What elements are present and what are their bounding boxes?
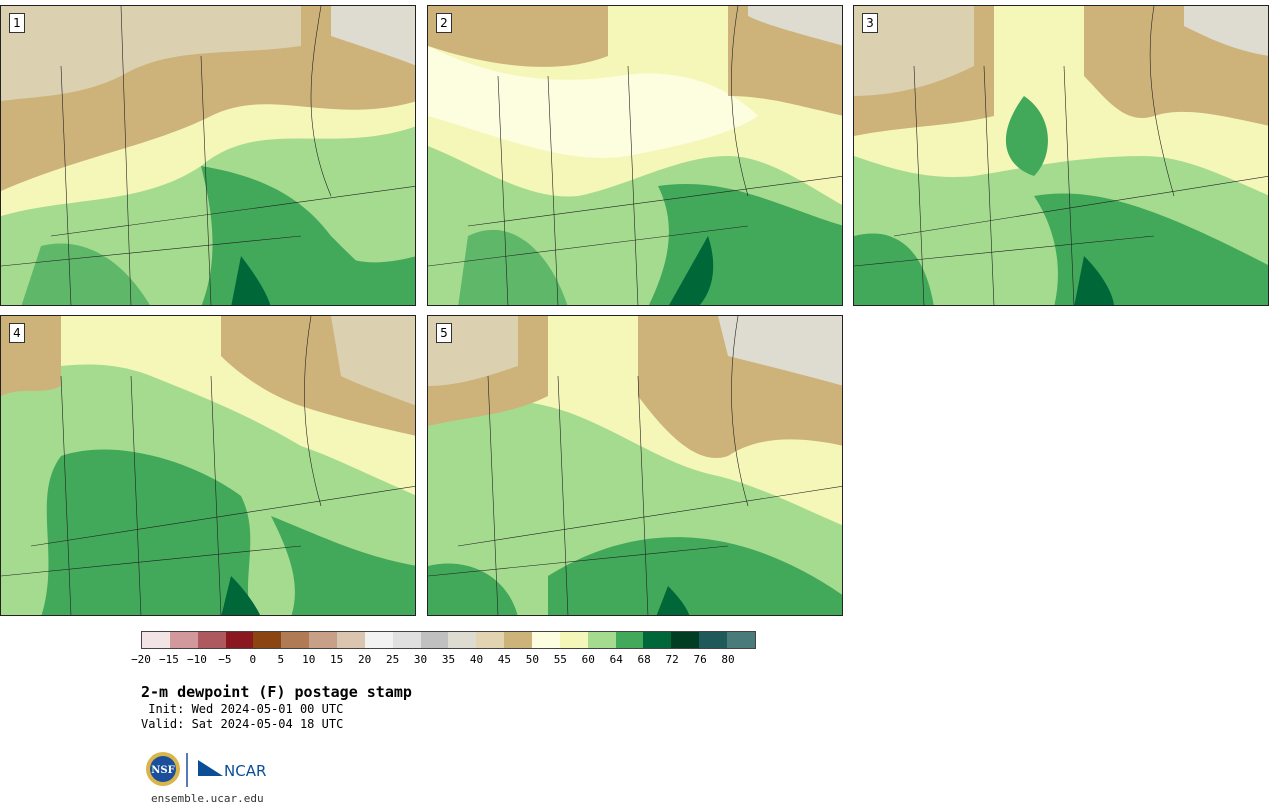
map-image-2 bbox=[428, 6, 842, 305]
colorbar-swatch bbox=[169, 632, 198, 648]
colorbar-swatch bbox=[587, 632, 616, 648]
colorbar-swatch bbox=[532, 632, 560, 648]
colorbar-tick-label: 30 bbox=[413, 653, 428, 666]
colorbar-tick-label: 40 bbox=[469, 653, 484, 666]
ncar-logo-text: NCAR bbox=[224, 762, 266, 780]
colorbar-swatch bbox=[309, 632, 338, 648]
panel-label: 1 bbox=[9, 13, 25, 33]
colorbar-tick-label: 76 bbox=[693, 653, 707, 666]
colorbar-tick-label: 50 bbox=[525, 653, 539, 666]
colorbar-swatch bbox=[281, 632, 310, 648]
colorbar-swatch bbox=[225, 632, 254, 648]
colorbar-tick-label: 68 bbox=[637, 653, 651, 666]
colorbar-tick-label: 72 bbox=[665, 653, 679, 666]
colorbar-tick-label: −15 bbox=[159, 653, 179, 666]
colorbar-tick-label: 0 bbox=[249, 653, 257, 666]
logos: NSF NCAR bbox=[145, 750, 275, 790]
panel-label: 5 bbox=[436, 323, 452, 343]
colorbar-swatch bbox=[253, 632, 282, 648]
colorbar-swatch bbox=[504, 632, 533, 648]
map-image-4 bbox=[1, 316, 415, 615]
colorbar bbox=[141, 631, 756, 649]
logo-graphic: NSF NCAR bbox=[146, 752, 266, 787]
colorbar-swatch bbox=[699, 632, 728, 648]
colorbar-swatch bbox=[727, 632, 755, 648]
colorbar-swatch bbox=[337, 632, 365, 648]
colorbar-swatch bbox=[448, 632, 477, 648]
colorbar-tick-label: 60 bbox=[581, 653, 595, 666]
colorbar-tick-label: 55 bbox=[553, 653, 567, 666]
map-panel-2: 2 bbox=[427, 5, 843, 306]
colorbar-swatch bbox=[559, 632, 588, 648]
panel-label: 3 bbox=[862, 13, 878, 33]
colorbar-tick-label: 35 bbox=[441, 653, 456, 666]
colorbar-tick-label: 5 bbox=[277, 653, 285, 666]
map-panel-4: 4 bbox=[0, 315, 416, 616]
colorbar-swatch bbox=[197, 632, 226, 648]
colorbar-tick-label: −10 bbox=[186, 653, 207, 666]
valid-time: Valid: Sat 2024-05-04 18 UTC bbox=[141, 717, 344, 731]
colorbar-tick-label: 25 bbox=[385, 653, 400, 666]
nsf-logo: NSF bbox=[146, 752, 180, 786]
colorbar-tick-label: 64 bbox=[609, 653, 623, 666]
colorbar-swatch bbox=[392, 632, 421, 648]
site-url: ensemble.ucar.edu bbox=[151, 792, 264, 805]
colorbar-tick-label: 20 bbox=[358, 653, 372, 666]
colorbar-tick-label: 10 bbox=[302, 653, 316, 666]
page-title: 2-m dewpoint (F) postage stamp bbox=[141, 683, 412, 701]
colorbar-swatch bbox=[671, 632, 700, 648]
panel-label: 2 bbox=[436, 13, 452, 33]
colorbar-swatch bbox=[615, 632, 644, 648]
map-panel-1: 1 bbox=[0, 5, 416, 306]
map-image-5 bbox=[428, 316, 842, 615]
panel-label: 4 bbox=[9, 323, 25, 343]
map-panel-3: 3 bbox=[853, 5, 1269, 306]
ncar-logo: NCAR bbox=[198, 760, 266, 780]
colorbar-ticks: −20 −15 −10 −5 0 5 10 15 20 25 30 35 40 45 50 55 60 64 68 7… bbox=[131, 653, 756, 667]
colorbar-tick-label: 45 bbox=[497, 653, 512, 666]
colorbar-tick-label: −20 bbox=[131, 653, 151, 666]
colorbar-swatch bbox=[420, 632, 449, 648]
colorbar-tick-label: −5 bbox=[218, 653, 232, 666]
colorbar-swatch bbox=[364, 632, 393, 648]
colorbar-tick-label: 15 bbox=[330, 653, 344, 666]
colorbar-swatch bbox=[476, 632, 505, 648]
init-time: Init: Wed 2024-05-01 00 UTC bbox=[141, 702, 344, 716]
nsf-logo-text: NSF bbox=[151, 765, 174, 776]
colorbar-swatch bbox=[643, 632, 672, 648]
map-image-3 bbox=[854, 6, 1268, 305]
map-image-1 bbox=[1, 6, 415, 305]
colorbar-swatch bbox=[142, 632, 170, 648]
colorbar-tick-label: 80 bbox=[721, 653, 735, 666]
map-panel-5: 5 bbox=[427, 315, 843, 616]
